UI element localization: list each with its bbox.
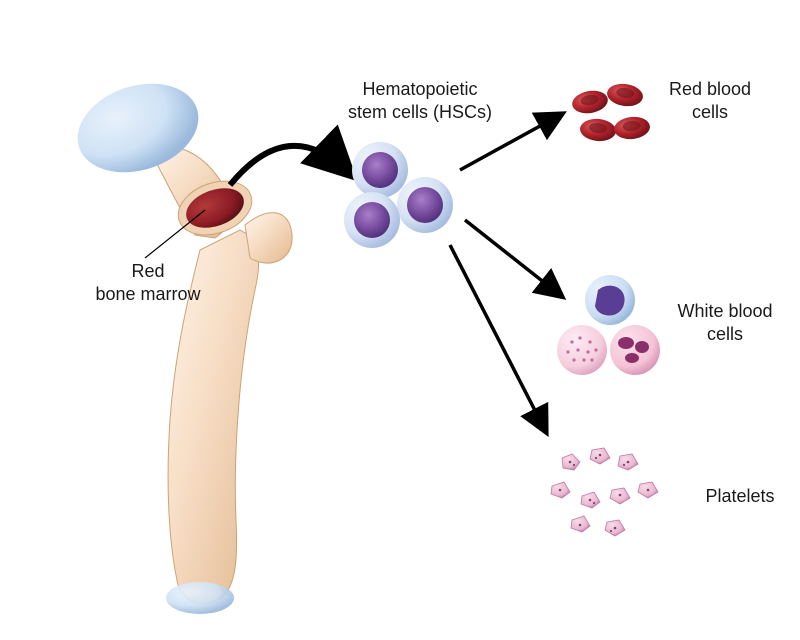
label-rbc: Red blood cells bbox=[650, 78, 770, 123]
label-platelets: Platelets bbox=[690, 485, 790, 508]
hematopoiesis-diagram: Red bone marrow Hematopoietic stem cells… bbox=[0, 0, 800, 640]
wbc-neutrophil bbox=[610, 325, 660, 375]
label-bone-marrow: Red bone marrow bbox=[78, 260, 218, 305]
label-text: Platelets bbox=[705, 486, 774, 506]
rbc-cell bbox=[613, 115, 651, 141]
platelet bbox=[610, 488, 630, 504]
label-text: Red blood bbox=[669, 79, 751, 99]
rbc-cell bbox=[579, 117, 617, 142]
hsc-cluster bbox=[344, 142, 453, 248]
label-wbc: White blood cells bbox=[660, 300, 790, 345]
rbc-cell bbox=[570, 88, 609, 116]
platelet bbox=[590, 448, 610, 464]
platelet bbox=[571, 516, 590, 532]
rbc-cell bbox=[606, 82, 645, 109]
label-text: White blood bbox=[677, 301, 772, 321]
wbc-cluster bbox=[557, 275, 660, 375]
platelet bbox=[551, 482, 570, 498]
label-hsc: Hematopoietic stem cells (HSCs) bbox=[310, 78, 530, 123]
platelet bbox=[581, 492, 600, 508]
wbc-eosinophil bbox=[557, 325, 607, 375]
arrow-hsc-to-rbc bbox=[460, 115, 560, 170]
hsc-cell bbox=[344, 192, 400, 248]
hsc-cell bbox=[352, 142, 408, 198]
platelet bbox=[562, 454, 580, 470]
label-text: stem cells (HSCs) bbox=[348, 102, 492, 122]
label-text: cells bbox=[707, 324, 743, 344]
label-text: Red bbox=[131, 261, 164, 281]
platelet bbox=[618, 454, 638, 470]
label-text: cells bbox=[692, 102, 728, 122]
platelet-cluster bbox=[551, 448, 658, 536]
platelet bbox=[638, 482, 658, 498]
arrow-hsc-to-wbc bbox=[465, 220, 560, 295]
wbc-lymphocyte bbox=[585, 275, 635, 325]
label-text: Hematopoietic bbox=[362, 79, 477, 99]
label-text: bone marrow bbox=[95, 284, 200, 304]
femur-bone bbox=[66, 69, 292, 614]
arrow-marrow-to-hsc bbox=[230, 146, 348, 185]
rbc-cluster bbox=[570, 82, 651, 143]
platelet bbox=[605, 520, 625, 536]
hsc-cell bbox=[397, 177, 453, 233]
